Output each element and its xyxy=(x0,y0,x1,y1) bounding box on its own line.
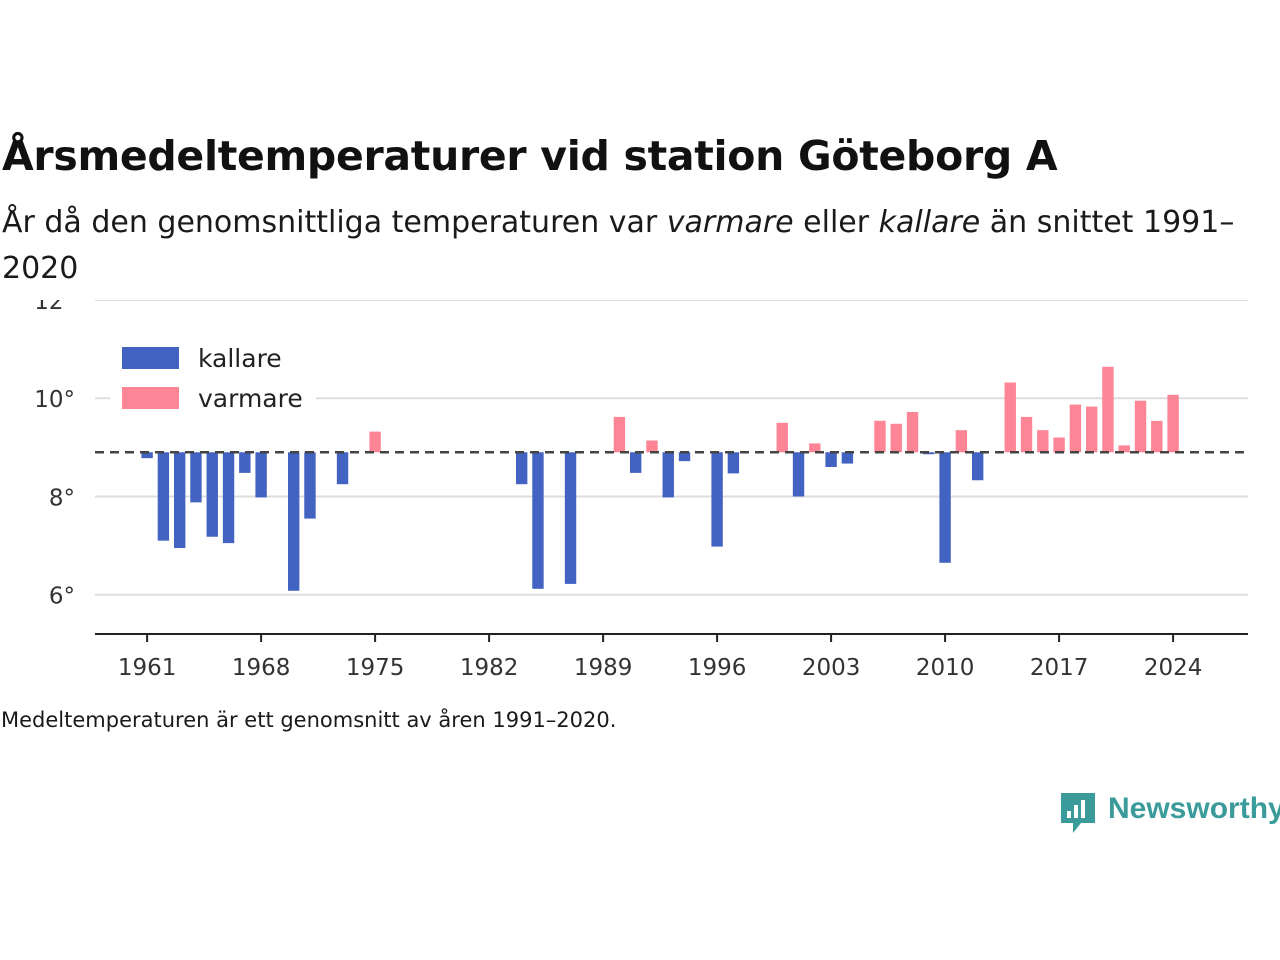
bar-1962 xyxy=(157,452,170,541)
bar-1965 xyxy=(206,452,218,537)
chart-footnote: Medeltemperaturen är ett genomsnitt av å… xyxy=(1,708,617,732)
y-tick-label: 6° xyxy=(49,584,75,610)
bar-2000 xyxy=(776,422,788,453)
subtitle-warmer-word: varmare xyxy=(666,205,794,240)
bar-2024 xyxy=(1167,394,1179,453)
bar-2006 xyxy=(874,420,886,453)
x-tick-label: 1996 xyxy=(688,655,747,681)
bar-2017 xyxy=(1053,437,1065,453)
bar-1970 xyxy=(287,452,300,591)
legend-label-kallare: kallare xyxy=(198,344,282,373)
bar-2023 xyxy=(1151,420,1163,453)
newsworthy-logo-icon xyxy=(1061,793,1095,833)
y-axis-tick-labels: 6° 8° 10° 12° xyxy=(34,300,75,610)
bar-1966 xyxy=(222,452,235,544)
subtitle-part3: än snittet 1991–2020 xyxy=(2,205,1235,286)
bar-1975 xyxy=(369,431,381,453)
bar-1987 xyxy=(564,452,577,584)
bar-1992 xyxy=(646,440,658,453)
chart-subtitle: År då den genomsnittliga temperaturen va… xyxy=(2,200,1242,292)
x-tick-label: 1975 xyxy=(346,655,405,681)
bar-2021 xyxy=(1118,445,1130,453)
bar-1994 xyxy=(678,452,691,462)
chart-title: Årsmedeltemperaturer vid station Götebor… xyxy=(2,132,1058,180)
x-tick-label: 1982 xyxy=(460,655,519,681)
legend-swatch-varmare xyxy=(122,387,179,409)
bar-1985 xyxy=(532,452,544,589)
bar-2001 xyxy=(792,452,805,497)
temperature-bar-chart: 6° 8° 10° 12° 1961 1968 1975 1982 1989 1996 2003 2… xyxy=(34,300,1248,681)
bar-1971 xyxy=(304,452,316,519)
x-tick-label: 2017 xyxy=(1030,655,1089,681)
x-tick-label: 1961 xyxy=(118,655,177,681)
bar-2018 xyxy=(1069,404,1082,453)
newsworthy-brand-name: Newsworthy xyxy=(1108,792,1280,825)
bar-2002 xyxy=(809,443,821,453)
bar-1996 xyxy=(711,452,723,547)
bar-1963 xyxy=(173,452,186,549)
bar-2015 xyxy=(1020,416,1033,453)
y-tick-label: 10° xyxy=(34,387,75,413)
bar-2010 xyxy=(939,452,951,563)
bar-2003 xyxy=(825,452,837,467)
x-tick-label: 1989 xyxy=(574,655,633,681)
bar-1993 xyxy=(662,452,674,498)
bar-2016 xyxy=(1037,430,1049,453)
subtitle-colder-word: kallare xyxy=(878,205,981,240)
newsworthy-brand[interactable]: Newsworthy xyxy=(1058,790,1280,840)
bar-2008 xyxy=(906,411,919,453)
legend-swatch-kallare xyxy=(122,347,179,369)
bar-2022 xyxy=(1134,400,1147,453)
bar-1990 xyxy=(613,416,626,453)
bar-1997 xyxy=(727,452,740,474)
bar-1968 xyxy=(255,452,267,498)
x-axis-ticks: 1961 1968 1975 1982 1989 1996 2003 2010 2017 2024 xyxy=(118,634,1203,681)
subtitle-part1: År då den genomsnittliga temperaturen va… xyxy=(2,205,667,240)
bar-2020 xyxy=(1102,366,1114,453)
y-tick-label: 12° xyxy=(34,300,75,315)
bar-1973 xyxy=(336,452,349,485)
x-tick-label: 2024 xyxy=(1144,655,1203,681)
bar-1984 xyxy=(515,452,528,485)
bars xyxy=(141,366,1179,591)
bar-1991 xyxy=(629,452,642,473)
bar-1961 xyxy=(141,452,153,459)
y-tick-label: 8° xyxy=(49,485,75,511)
bar-2007 xyxy=(890,423,902,453)
bar-2014 xyxy=(1004,382,1016,453)
bar-2004 xyxy=(841,452,854,464)
bar-1967 xyxy=(239,452,251,473)
chart-legend: kallare varmare xyxy=(110,335,316,423)
bar-2011 xyxy=(955,430,968,453)
bar-1964 xyxy=(190,452,202,503)
x-tick-label: 2010 xyxy=(916,655,975,681)
bar-2019 xyxy=(1085,406,1098,453)
subtitle-part2: eller xyxy=(793,205,879,240)
x-tick-label: 1968 xyxy=(232,655,291,681)
bar-2012 xyxy=(971,452,984,481)
legend-label-varmare: varmare xyxy=(198,384,303,413)
x-tick-label: 2003 xyxy=(802,655,861,681)
